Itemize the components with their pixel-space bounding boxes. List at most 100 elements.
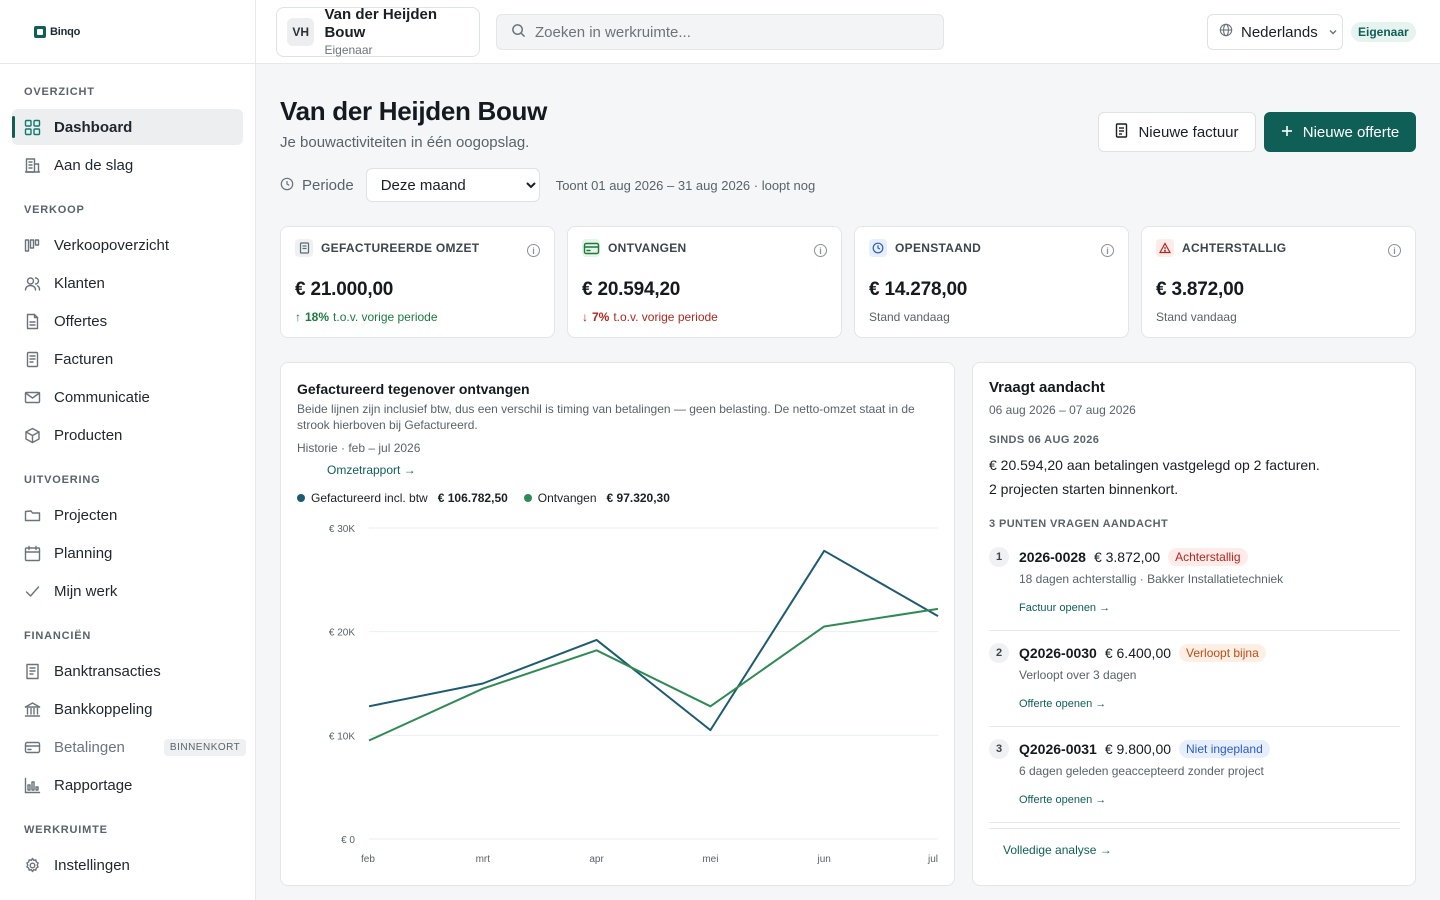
- plus-icon: [1281, 124, 1293, 141]
- nav-section-label: FINANCIËN: [24, 630, 92, 642]
- info-icon[interactable]: i: [1388, 244, 1401, 257]
- search-input[interactable]: [535, 23, 915, 41]
- card-icon: [582, 239, 600, 257]
- nav-section-label: WERKRUIMTE: [24, 824, 108, 836]
- period-select[interactable]: Deze maand: [365, 168, 540, 202]
- calendar-icon: [24, 545, 41, 562]
- sidebar-item-verkoopoverzicht[interactable]: Verkoopoverzicht: [12, 227, 243, 263]
- sidebar-item-label: Facturen: [54, 350, 114, 368]
- sidebar-item-mijn-werk[interactable]: Mijn werk: [12, 573, 243, 609]
- kpi-card-achterstallig[interactable]: ACHTERSTALLIG i € 3.872,00 Stand vandaag: [1141, 226, 1416, 338]
- data-point[interactable]: [935, 613, 941, 619]
- legend-item[interactable]: Ontvangen € 97.320,30: [523, 491, 670, 505]
- open-document-link[interactable]: Offerte openen →: [1019, 794, 1107, 806]
- sidebar-item-klanten[interactable]: Klanten: [12, 265, 243, 301]
- kpi-value: € 20.594,20: [582, 279, 681, 300]
- sidebar-item-rapportage[interactable]: Rapportage: [12, 767, 243, 803]
- data-point[interactable]: [480, 681, 486, 687]
- page-subtitle: Je bouwactiviteiten in één oogopslag.: [280, 134, 530, 151]
- sidebar-item-label: Offertes: [54, 312, 108, 330]
- attention-range: 06 aug 2026 – 07 aug 2026: [989, 403, 1136, 417]
- search-icon: [511, 23, 526, 41]
- series-line-received[interactable]: [368, 607, 939, 742]
- y-tick-label: € 30K: [329, 524, 355, 535]
- search-box[interactable]: [496, 14, 944, 50]
- language-label: Nederlands: [1241, 23, 1318, 41]
- attention-summary-payments: € 20.594,20 aan betalingen vastgelegd op…: [989, 457, 1320, 473]
- arrow-down-icon: ↓: [582, 310, 588, 324]
- new-quote-button[interactable]: Nieuwe offerte: [1264, 112, 1416, 152]
- kpi-header: GEFACTUREERDE OMZET: [295, 239, 479, 257]
- data-point[interactable]: [594, 637, 600, 643]
- bar-chart-icon: [24, 777, 41, 794]
- period-label: Periode: [302, 176, 354, 194]
- new-invoice-button[interactable]: Nieuwe factuur: [1098, 112, 1256, 152]
- clock-icon: [869, 239, 887, 257]
- kpi-card-gefactureerde-omzet[interactable]: GEFACTUREERDE OMZET i € 21.000,00 ↑ 18% …: [280, 226, 555, 338]
- warning-icon: [1156, 239, 1174, 257]
- sidebar-item-producten[interactable]: Producten: [12, 417, 243, 453]
- sidebar-item-projecten[interactable]: Projecten: [12, 497, 243, 533]
- period-filter: Periode Deze maand Toont 01 aug 2026 – 3…: [280, 168, 815, 202]
- receipt-icon: [24, 351, 41, 368]
- brand-name: Binqo: [50, 25, 81, 38]
- document-reference: 2026-0028: [1019, 549, 1086, 565]
- kpi-value: € 21.000,00: [295, 279, 394, 300]
- kpi-label: OPENSTAAND: [895, 241, 982, 255]
- workspace-switcher[interactable]: VH Van der Heijden Bouw Eigenaar: [276, 6, 480, 57]
- sidebar-item-label: Projecten: [54, 506, 118, 524]
- sidebar-item-aan-de-slag[interactable]: Aan de slag: [12, 147, 243, 183]
- legend-label: Ontvangen: [537, 491, 597, 505]
- full-analysis-link[interactable]: Volledige analyse →: [989, 828, 1400, 857]
- sidebar-item-offertes[interactable]: Offertes: [12, 303, 243, 339]
- brand-logo[interactable]: Binqo: [0, 0, 255, 64]
- attention-title: Vraagt aandacht: [989, 379, 1105, 396]
- open-document-link[interactable]: Offerte openen →: [1019, 698, 1107, 710]
- attention-item-number: 1: [989, 547, 1009, 567]
- legend-item[interactable]: Gefactureerd incl. btw € 106.782,50: [297, 491, 508, 505]
- sidebar-item-planning[interactable]: Planning: [12, 535, 243, 571]
- chart-legend: Gefactureerd incl. btw € 106.782,50 Ontv…: [297, 491, 670, 505]
- language-select[interactable]: Nederlands: [1207, 14, 1343, 50]
- sidebar-item-facturen[interactable]: Facturen: [12, 341, 243, 377]
- kpi-card-openstaand[interactable]: OPENSTAAND i € 14.278,00 Stand vandaag: [854, 226, 1129, 338]
- sidebar-item-banktransacties[interactable]: Banktransacties: [12, 653, 243, 689]
- sidebar-item-label: Bankkoppeling: [54, 700, 153, 718]
- sidebar-item-communicatie[interactable]: Communicatie: [12, 379, 243, 415]
- legend-total: € 97.320,30: [606, 491, 670, 505]
- sidebar-item-label: Producten: [54, 426, 123, 444]
- kpi-delta-percent: 7%: [592, 310, 610, 324]
- attention-item: 3 Q2026-0031 € 9.800,00 Niet ingepland 6…: [989, 727, 1400, 823]
- attention-item-detail: 6 dagen geleden geaccepteerd zonder proj…: [1019, 764, 1264, 778]
- sidebar-item-dashboard[interactable]: Dashboard: [12, 109, 243, 145]
- data-point[interactable]: [821, 623, 827, 629]
- kpi-label: ACHTERSTALLIG: [1182, 241, 1287, 255]
- data-point[interactable]: [935, 606, 941, 612]
- mail-icon: [24, 389, 41, 406]
- page-title: Van der Heijden Bouw: [280, 96, 548, 126]
- data-point[interactable]: [366, 703, 372, 709]
- info-icon[interactable]: i: [527, 244, 540, 257]
- sidebar-item-bankkoppeling[interactable]: Bankkoppeling: [12, 691, 243, 727]
- workspace-role: Eigenaar: [324, 43, 373, 57]
- sidebar-item-label: Rapportage: [54, 776, 133, 794]
- receipt-icon: [1115, 122, 1128, 142]
- data-point[interactable]: [480, 686, 486, 692]
- data-point[interactable]: [707, 727, 713, 733]
- sidebar-item-instellingen[interactable]: Instellingen: [12, 847, 243, 883]
- main-content: Van der Heijden Bouw Je bouwactiviteiten…: [256, 64, 1440, 900]
- data-point[interactable]: [594, 647, 600, 653]
- data-point[interactable]: [821, 548, 827, 554]
- kpi-card-ontvangen[interactable]: ONTVANGEN i € 20.594,20 ↓ 7% t.o.v. vori…: [567, 226, 842, 338]
- data-point[interactable]: [366, 738, 372, 744]
- sidebar-item-betalingen[interactable]: Betalingen BINNENKORT: [12, 729, 247, 765]
- open-document-link[interactable]: Factuur openen →: [1019, 602, 1111, 614]
- series-line-invoiced[interactable]: [368, 549, 939, 732]
- info-icon[interactable]: i: [1101, 244, 1114, 257]
- info-icon[interactable]: i: [814, 244, 827, 257]
- data-point[interactable]: [707, 703, 713, 709]
- x-tick-label: jun: [817, 854, 831, 865]
- attention-item-number: 2: [989, 643, 1009, 663]
- revenue-report-link[interactable]: Omzetrapport →: [327, 463, 416, 477]
- chart-title: Gefactureerd tegenover ontvangen: [297, 381, 530, 397]
